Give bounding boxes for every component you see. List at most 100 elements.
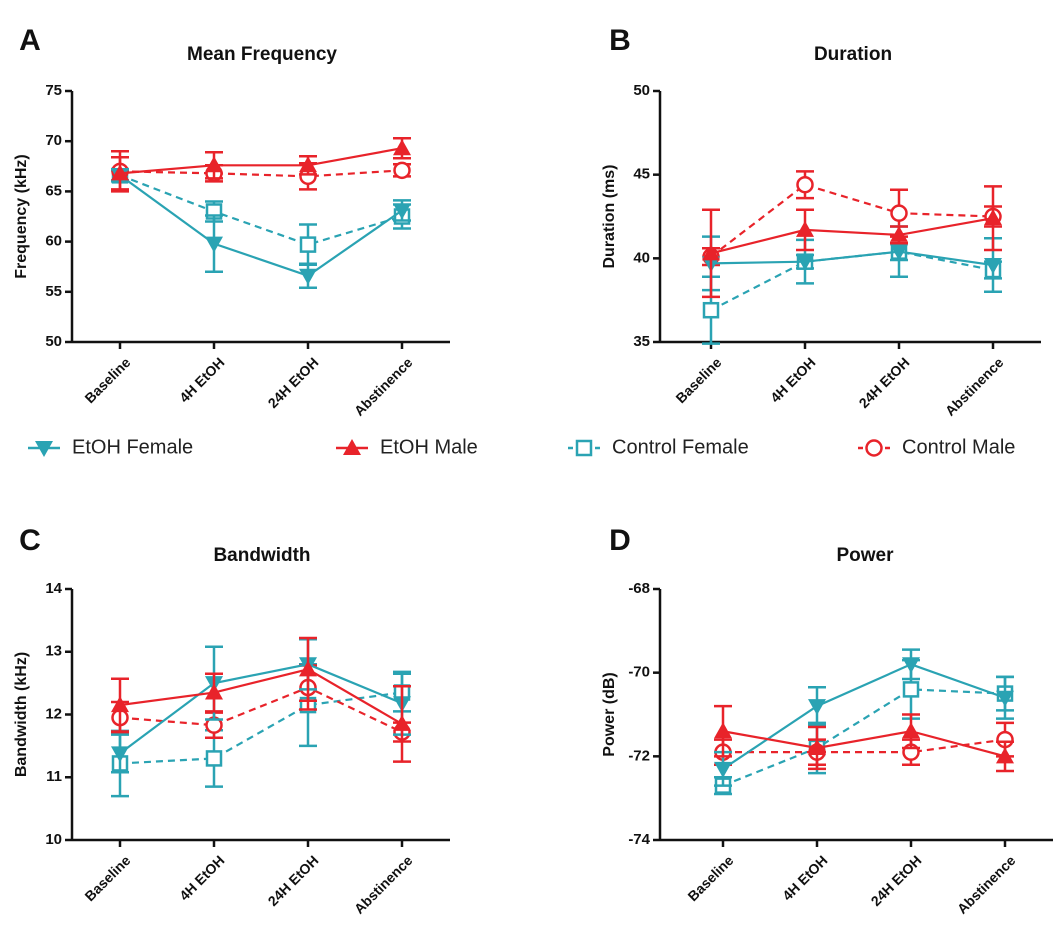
series-line <box>722 663 1006 770</box>
legend-marker <box>343 439 361 455</box>
series-line <box>119 147 403 175</box>
data-point <box>996 690 1014 707</box>
data-point <box>984 209 1002 226</box>
series-line <box>119 686 403 734</box>
x-tick-label: Baseline <box>672 354 724 406</box>
series-line <box>710 250 994 312</box>
data-point <box>702 301 720 319</box>
y-tick-label: 75 <box>45 82 62 99</box>
x-tick-label: 4H EtOH <box>176 354 227 405</box>
data-point <box>984 258 1002 275</box>
x-tick-label: 4H EtOH <box>176 852 227 903</box>
data-point <box>796 220 814 237</box>
series-line <box>119 169 403 178</box>
y-tick-label: 65 <box>45 182 62 199</box>
y-axis-label: Power (dB) <box>601 672 618 756</box>
data-point <box>996 747 1014 764</box>
panel-title: Mean Frequency <box>187 44 337 65</box>
x-tick-label: Baseline <box>684 852 736 904</box>
legend-label: EtOH Male <box>380 436 478 458</box>
data-point <box>796 175 814 194</box>
series-control-female <box>111 663 411 798</box>
y-tick-label: 13 <box>45 643 62 660</box>
x-tick-label: Abstinence <box>942 354 1007 419</box>
y-tick-label: -72 <box>628 747 650 764</box>
y-tick-label: 55 <box>45 283 62 300</box>
series-etoh-male <box>714 704 1014 773</box>
data-point <box>902 722 920 739</box>
data-point <box>796 254 814 271</box>
data-point <box>393 161 411 180</box>
legend-item-control-female: Control Female <box>568 436 749 458</box>
series-etoh-female <box>714 648 1014 787</box>
chart-panel-b: B Duration Duration (ms) 35 40 45 50 Baseline 4H… <box>601 24 1041 419</box>
series-line <box>722 688 1006 787</box>
data-point <box>714 722 732 739</box>
data-point <box>808 699 826 716</box>
data-point <box>205 156 223 173</box>
data-point <box>111 164 129 181</box>
legend-item-etoh-female: EtOH Female <box>28 436 193 458</box>
x-tick-label: Abstinence <box>351 852 416 917</box>
legend: EtOH Female EtOH Male Control Female Contro… <box>28 436 1015 458</box>
series-line <box>722 730 1006 758</box>
x-tick-label: 4H EtOH <box>767 354 818 405</box>
y-tick-label: -70 <box>628 664 650 681</box>
data-point <box>702 244 720 261</box>
series-line <box>119 663 403 755</box>
data-point <box>299 660 317 677</box>
y-axis-label: Bandwidth (kHz) <box>13 652 30 777</box>
x-tick-label: Abstinence <box>351 354 416 419</box>
series-control-female <box>702 242 1002 345</box>
y-tick-label: 11 <box>46 768 62 785</box>
y-tick-label: -68 <box>628 580 650 597</box>
series-control-female <box>111 167 411 266</box>
series-etoh-female <box>702 225 1002 294</box>
legend-marker <box>575 439 593 457</box>
x-tick-label: 24H EtOH <box>868 852 925 909</box>
data-point <box>205 236 223 253</box>
y-tick-label: 10 <box>45 831 62 848</box>
data-point <box>299 236 317 253</box>
data-point <box>902 657 920 674</box>
y-tick-label: 14 <box>45 580 62 597</box>
legend-item-etoh-male: EtOH Male <box>336 436 478 458</box>
series-line <box>119 668 403 725</box>
x-tick-label: 24H EtOH <box>265 852 322 909</box>
legend-item-control-male: Control Male <box>858 436 1015 458</box>
data-point <box>299 156 317 173</box>
series-line <box>119 691 403 765</box>
chart-panel-c: C Bandwidth Bandwidth (kHz) 10 11 12 13 14 Basel… <box>13 524 450 917</box>
data-point <box>111 696 129 713</box>
series-etoh-male <box>702 185 1002 299</box>
legend-label: Control Male <box>902 436 1015 458</box>
data-point <box>902 681 920 698</box>
y-tick-label: 50 <box>45 333 62 350</box>
panel-title: Bandwidth <box>213 545 310 566</box>
legend-marker <box>865 439 883 457</box>
y-tick-label: 40 <box>633 249 650 266</box>
series-control-female <box>714 658 1014 796</box>
series-etoh-male <box>111 636 411 763</box>
data-point <box>714 761 732 778</box>
panel-letter: D <box>609 524 631 557</box>
y-tick-label: 12 <box>45 705 62 722</box>
panel-title: Duration <box>814 44 892 65</box>
y-tick-label: -74 <box>628 831 650 848</box>
series-line <box>710 217 994 255</box>
series-line <box>119 174 403 277</box>
data-point <box>393 203 411 220</box>
series-line <box>710 183 994 258</box>
x-tick-label: 24H EtOH <box>265 354 322 411</box>
x-tick-label: Abstinence <box>954 852 1019 917</box>
series-etoh-male <box>111 136 411 191</box>
data-point <box>111 746 129 763</box>
legend-marker <box>35 441 53 457</box>
data-point <box>890 225 908 242</box>
panel-letter: A <box>19 24 41 57</box>
legend-label: EtOH Female <box>72 436 193 458</box>
y-tick-label: 70 <box>45 132 62 149</box>
panel-title: Power <box>836 545 894 566</box>
y-axis-label: Duration (ms) <box>601 165 618 269</box>
